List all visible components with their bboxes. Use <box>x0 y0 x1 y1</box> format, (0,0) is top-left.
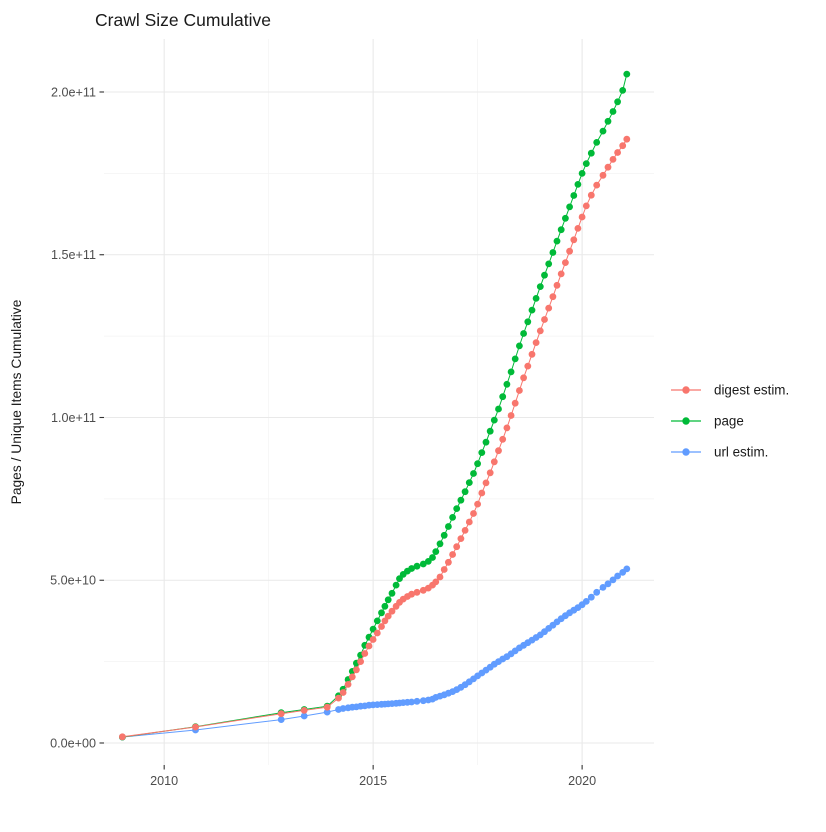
y-tick-label-0.0e+00: 0.0e+00 <box>50 736 96 750</box>
y-tick-label-1.0e+11: 1.0e+11 <box>51 411 96 425</box>
x-tick-label-2010: 2010 <box>150 774 178 788</box>
x-tick-label-2015: 2015 <box>359 774 387 788</box>
y-tick-label-5.0e+10: 5.0e+10 <box>50 574 96 588</box>
legend-label-page: page <box>714 414 744 429</box>
chart-title: Crawl Size Cumulative <box>95 10 271 30</box>
legend-key-digest-point-icon <box>682 386 690 394</box>
legend: digest estim. page url estim. <box>671 383 789 460</box>
gridlines-major <box>104 39 654 765</box>
axis-ticks-and-labels: 2010 2015 2020 0.0e+00 5.0e+10 1.0e+11 1.5e+11… <box>50 85 596 788</box>
legend-item-url-estim: url estim. <box>671 445 768 460</box>
legend-label-digest-estim: digest estim. <box>714 383 789 398</box>
gridlines-minor <box>104 39 654 765</box>
legend-item-digest-estim: digest estim. <box>671 383 789 398</box>
y-axis-title: Pages / Unique Items Cumulative <box>9 299 24 504</box>
legend-label-url-estim: url estim. <box>714 445 768 460</box>
y-tick-label-1.5e+11: 1.5e+11 <box>51 248 96 262</box>
x-tick-label-2020: 2020 <box>568 774 596 788</box>
legend-key-url-point-icon <box>682 448 690 456</box>
legend-key-page-point-icon <box>682 417 690 425</box>
series-url-estim <box>119 565 631 741</box>
y-tick-label-2.0e+11: 2.0e+11 <box>51 85 96 99</box>
series-digest-estim <box>119 135 631 741</box>
series-layer <box>119 70 631 741</box>
legend-item-page: page <box>671 414 744 429</box>
